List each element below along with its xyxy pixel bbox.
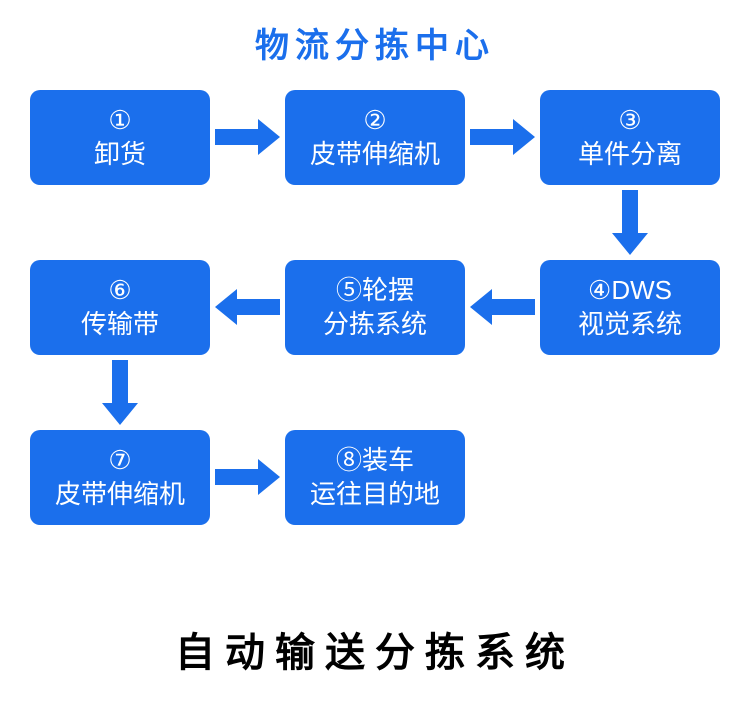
node-label-line1: ⑥ — [108, 274, 131, 308]
node-label-line2: 皮带伸缩机 — [55, 478, 185, 512]
flow-node-n2: ②皮带伸缩机 — [285, 90, 465, 185]
page-title: 物流分拣中心 — [0, 18, 750, 67]
node-label-line2: 传输带 — [81, 308, 159, 342]
node-label-line2: 单件分离 — [578, 138, 682, 172]
node-label-line2: 卸货 — [94, 138, 146, 172]
node-label-line1: ④DWS — [588, 274, 672, 308]
flow-node-n3: ③单件分离 — [540, 90, 720, 185]
node-label-line1: ⑧装车 — [336, 444, 414, 478]
node-label-line2: 皮带伸缩机 — [310, 138, 440, 172]
node-label-line1: ③ — [618, 104, 641, 138]
node-label-line2: 运往目的地 — [310, 478, 440, 512]
node-label-line1: ⑤轮摆 — [336, 274, 414, 308]
node-label-line2: 视觉系统 — [578, 308, 682, 342]
footer-title: 自动输送分拣系统 — [0, 620, 750, 678]
flow-node-n4: ④DWS视觉系统 — [540, 260, 720, 355]
node-label-line1: ⑦ — [108, 444, 131, 478]
node-label-line2: 分拣系统 — [323, 308, 427, 342]
flow-node-n8: ⑧装车运往目的地 — [285, 430, 465, 525]
node-label-line1: ① — [108, 104, 131, 138]
node-label-line1: ② — [363, 104, 386, 138]
flow-node-n7: ⑦皮带伸缩机 — [30, 430, 210, 525]
flow-node-n5: ⑤轮摆分拣系统 — [285, 260, 465, 355]
flow-node-n6: ⑥传输带 — [30, 260, 210, 355]
flow-node-n1: ①卸货 — [30, 90, 210, 185]
